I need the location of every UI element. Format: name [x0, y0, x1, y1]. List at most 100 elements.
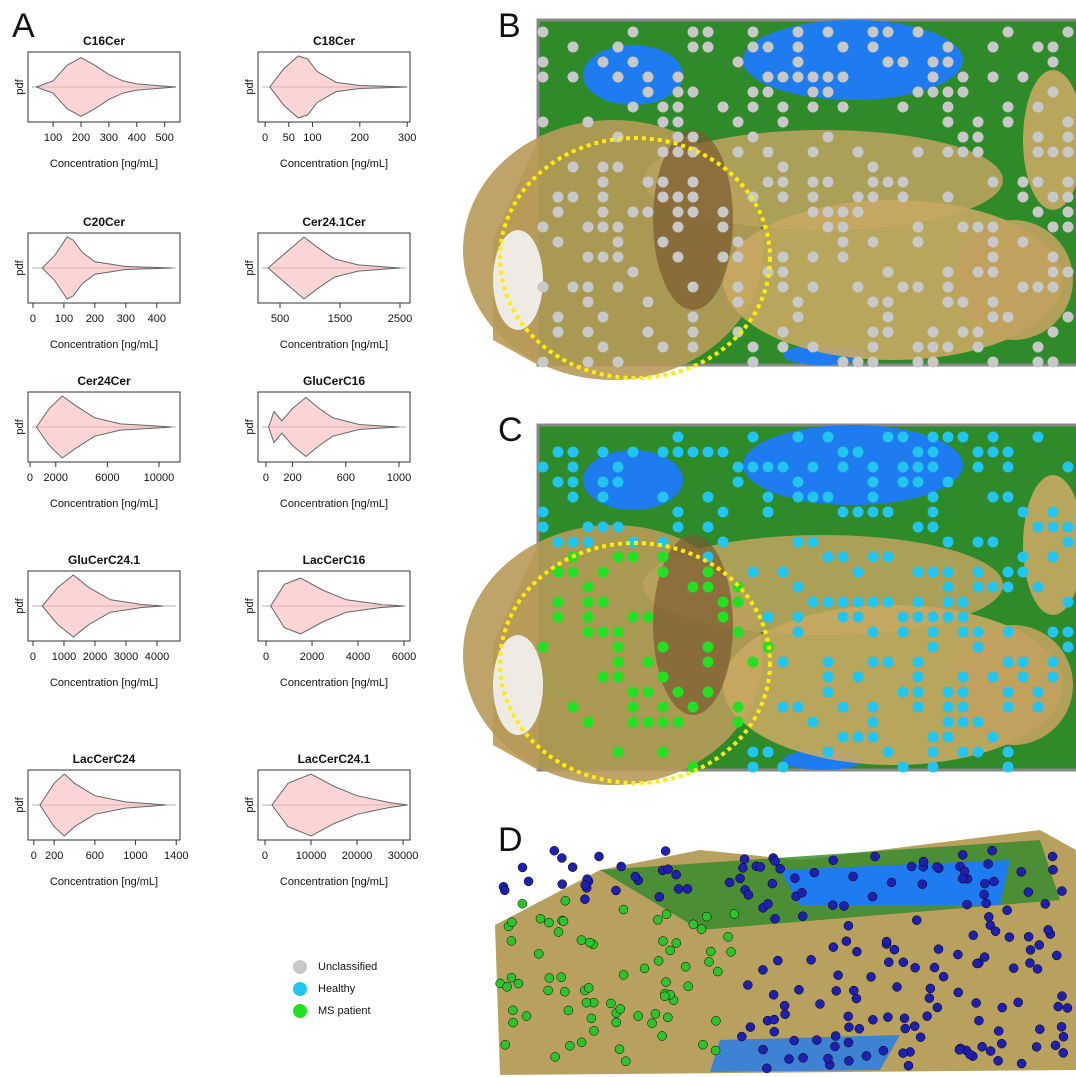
sample-dot-3d [534, 949, 543, 958]
sample-dot [838, 612, 849, 623]
plot-title: Cer24.1Cer [302, 215, 366, 229]
sample-dot-3d [834, 971, 843, 980]
sample-dot [658, 102, 669, 113]
sample-dot [958, 717, 969, 728]
sample-dot [1003, 447, 1014, 458]
sample-dot [733, 252, 744, 263]
sample-dot [898, 687, 909, 698]
sample-dot [598, 207, 609, 218]
sample-dot [538, 642, 549, 653]
sample-dot-3d [907, 862, 916, 871]
sample-dot [568, 192, 579, 203]
sample-dot [1063, 207, 1074, 218]
sample-dot [973, 267, 984, 278]
sample-dot [583, 537, 594, 548]
sample-dot-3d [518, 899, 527, 908]
sample-dot [568, 492, 579, 503]
sample-dot-3d [899, 1049, 908, 1058]
sample-dot [568, 162, 579, 173]
sample-dot [583, 717, 594, 728]
sample-dot [793, 612, 804, 623]
sample-dot [538, 222, 549, 233]
sample-dot-3d [790, 1036, 799, 1045]
sample-dot [1063, 627, 1074, 638]
sample-dot-3d [631, 872, 640, 881]
sample-dot [913, 447, 924, 458]
sample-dot [733, 117, 744, 128]
sample-dot [928, 522, 939, 533]
plot-title: GluCerC24.1 [68, 553, 140, 567]
sample-dot [883, 432, 894, 443]
sample-dot-3d [651, 1009, 660, 1018]
sample-dot [943, 732, 954, 743]
plot-title: Cer24Cer [77, 374, 131, 388]
sample-dot [1048, 672, 1059, 683]
sample-dot [793, 702, 804, 713]
sample-dot [688, 42, 699, 53]
sample-dot-3d [730, 909, 739, 918]
x-tick-label: 200 [283, 472, 301, 484]
sample-dot-3d [550, 846, 559, 855]
sample-dot [763, 147, 774, 158]
sample-dot [613, 642, 624, 653]
sample-dot [583, 357, 594, 368]
sample-dot [1018, 282, 1029, 293]
sample-dot-3d [998, 1003, 1007, 1012]
sample-dot [673, 192, 684, 203]
sample-dot [748, 432, 759, 443]
sample-dot [553, 327, 564, 338]
sample-dot [868, 552, 879, 563]
sample-dot [988, 492, 999, 503]
sample-dot-3d [589, 1026, 598, 1035]
sample-dot-3d [799, 1053, 808, 1062]
sample-dot [898, 57, 909, 68]
sample-dot [988, 267, 999, 278]
y-axis-label: pdf [14, 597, 26, 613]
sample-dot [868, 507, 879, 518]
sample-dot [958, 432, 969, 443]
sample-dot-3d [640, 964, 649, 973]
sample-dot-3d [619, 970, 628, 979]
sample-dot-3d [560, 987, 569, 996]
sample-dot-3d [740, 855, 749, 864]
sample-dot [808, 342, 819, 353]
sample-dot [778, 102, 789, 113]
plot-title: GluCerC16 [303, 374, 365, 388]
sample-dot [808, 147, 819, 158]
x-tick-label: 1000 [387, 472, 411, 484]
sample-dot [703, 447, 714, 458]
sample-dot [988, 177, 999, 188]
sample-dot [823, 672, 834, 683]
sample-dot-3d [890, 945, 899, 954]
sample-dot [1063, 222, 1074, 233]
sample-dot [973, 717, 984, 728]
legend-label: MS patient [318, 1005, 371, 1017]
sample-dot [958, 327, 969, 338]
sample-dot [973, 147, 984, 158]
sample-dot [1018, 672, 1029, 683]
sample-dot [1018, 507, 1029, 518]
x-tick-label: 400 [148, 313, 166, 325]
sample-dot [823, 552, 834, 563]
sample-dot [733, 237, 744, 248]
sample-dot [958, 672, 969, 683]
sample-dot-3d [758, 965, 767, 974]
x-tick-label: 1000 [52, 651, 76, 663]
sample-dot [808, 102, 819, 113]
sample-dot [1063, 192, 1074, 203]
sample-dot [718, 102, 729, 113]
sample-dot [538, 522, 549, 533]
sample-dot [1063, 537, 1074, 548]
sample-dot-3d [910, 1022, 919, 1031]
sample-dot [658, 747, 669, 758]
sample-dot-3d [988, 846, 997, 855]
sample-dot [988, 42, 999, 53]
sample-dot-3d [666, 946, 675, 955]
sample-dot-3d [1044, 925, 1053, 934]
sample-dot-3d [994, 1056, 1003, 1065]
sample-dot [853, 612, 864, 623]
sample-dot [703, 582, 714, 593]
y-axis-label: pdf [14, 78, 26, 94]
sample-dot [1003, 492, 1014, 503]
sample-dot-3d [1057, 887, 1066, 896]
